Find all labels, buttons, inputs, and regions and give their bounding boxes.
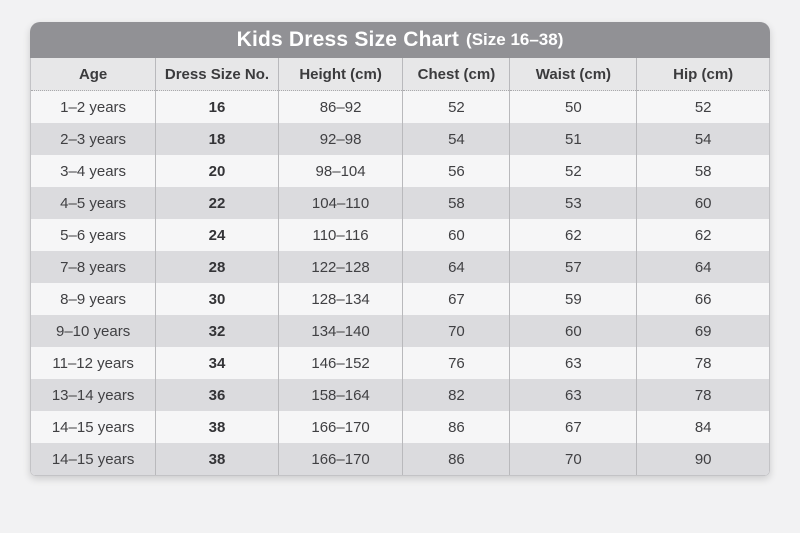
chart-title-suffix: (Size 16–38) [466, 30, 564, 49]
size-table-wrapper: Age Dress Size No. Height (cm) Chest (cm… [30, 58, 770, 476]
table-row: 3–4 years 20 98–104 56 52 58 [31, 155, 769, 187]
column-header-waist: Waist (cm) [509, 58, 637, 91]
dress-size-cell: 38 [155, 411, 279, 443]
chest-cell: 82 [402, 379, 510, 411]
height-cell: 110–116 [277, 219, 403, 251]
age-cell: 8–9 years [60, 290, 127, 308]
height-cell: 134–140 [277, 315, 403, 347]
dress-size-cell: 16 [155, 90, 279, 123]
chest-cell: 60 [402, 219, 510, 251]
age-cell: 7–8 years [60, 258, 127, 276]
waist-cell: 70 [509, 443, 637, 475]
table-row: 14–15 years 38 166–170 86 70 90 [31, 443, 769, 475]
header-row: Age Dress Size No. Height (cm) Chest (cm… [31, 58, 769, 91]
dress-size-cell: 34 [155, 347, 279, 379]
hip-cell: 66 [636, 283, 769, 315]
table-row: 9–10 years 32 134–140 70 60 69 [31, 315, 769, 347]
waist-cell: 51 [509, 123, 637, 155]
waist-cell: 63 [509, 379, 637, 411]
hip-cell: 90 [636, 443, 769, 475]
hip-cell: 52 [636, 90, 769, 123]
hip-cell: 58 [636, 155, 769, 187]
table-row: 8–9 years 30 128–134 67 59 66 [31, 283, 769, 315]
dress-size-cell: 30 [155, 283, 279, 315]
hip-cell: 64 [636, 251, 769, 283]
column-header-hip: Hip (cm) [636, 58, 769, 91]
hip-cell: 78 [636, 347, 769, 379]
hip-cell: 69 [636, 315, 769, 347]
chest-cell: 86 [402, 443, 510, 475]
column-header-height: Height (cm) [277, 58, 403, 91]
waist-cell: 63 [509, 347, 637, 379]
height-cell: 122–128 [277, 251, 403, 283]
table-row: 4–5 years 22 104–110 58 53 60 [31, 187, 769, 219]
table-row: 2–3 years 18 92–98 54 51 54 [31, 123, 769, 155]
hip-cell: 54 [636, 123, 769, 155]
waist-cell: 57 [509, 251, 637, 283]
age-cell: 14–15 years [51, 418, 135, 436]
column-header-chest: Chest (cm) [402, 58, 510, 91]
age-cell: 2–3 years [60, 130, 127, 148]
table-row: 1–2 years 16 86–92 52 50 52 [31, 90, 769, 123]
waist-cell: 52 [509, 155, 637, 187]
age-cell: 11–12 years [52, 354, 134, 372]
dress-size-cell: 20 [155, 155, 279, 187]
dress-size-cell: 38 [155, 443, 279, 475]
height-cell: 128–134 [277, 283, 403, 315]
waist-cell: 59 [509, 283, 637, 315]
height-cell: 158–164 [277, 379, 403, 411]
table-row: 11–12 years 34 146–152 76 63 78 [31, 347, 769, 379]
age-cell: 5–6 years [60, 226, 127, 244]
table-row: 14–15 years 38 166–170 86 67 84 [31, 411, 769, 443]
chest-cell: 56 [402, 155, 510, 187]
height-cell: 146–152 [277, 347, 403, 379]
age-cell: 3–4 years [60, 162, 127, 180]
chest-cell: 54 [402, 123, 510, 155]
chest-cell: 67 [402, 283, 510, 315]
height-cell: 86–92 [277, 90, 403, 123]
age-cell: 14–15 years [51, 450, 135, 468]
size-table: Age Dress Size No. Height (cm) Chest (cm… [31, 58, 769, 475]
chest-cell: 70 [402, 315, 510, 347]
hip-cell: 84 [636, 411, 769, 443]
waist-cell: 60 [509, 315, 637, 347]
chart-title: Kids Dress Size Chart [236, 28, 460, 51]
dress-size-cell: 32 [155, 315, 279, 347]
dress-size-cell: 22 [155, 187, 279, 219]
column-header-dress-size: Dress Size No. [155, 58, 279, 91]
hip-cell: 60 [636, 187, 769, 219]
chest-cell: 58 [402, 187, 510, 219]
height-cell: 166–170 [277, 443, 403, 475]
table-row: 13–14 years 36 158–164 82 63 78 [31, 379, 769, 411]
height-cell: 92–98 [277, 123, 403, 155]
waist-cell: 50 [509, 90, 637, 123]
height-cell: 166–170 [277, 411, 403, 443]
table-row: 5–6 years 24 110–116 60 62 62 [31, 219, 769, 251]
column-header-age: Age [31, 58, 156, 91]
waist-cell: 62 [509, 219, 637, 251]
age-cell: 9–10 years [56, 322, 131, 340]
height-cell: 104–110 [277, 187, 403, 219]
age-cell: 4–5 years [60, 194, 127, 212]
chest-cell: 52 [402, 90, 510, 123]
size-chart-card: Kids Dress Size Chart (Size 16–38) Age D… [30, 22, 770, 476]
chest-cell: 64 [402, 251, 510, 283]
hip-cell: 62 [636, 219, 769, 251]
dress-size-cell: 36 [155, 379, 279, 411]
dress-size-cell: 28 [155, 251, 279, 283]
waist-cell: 53 [509, 187, 637, 219]
chest-cell: 86 [402, 411, 510, 443]
dress-size-cell: 24 [155, 219, 279, 251]
table-row: 7–8 years 28 122–128 64 57 64 [31, 251, 769, 283]
hip-cell: 78 [636, 379, 769, 411]
age-cell: 13–14 years [51, 386, 135, 404]
height-cell: 98–104 [277, 155, 403, 187]
chart-title-bar: Kids Dress Size Chart (Size 16–38) [30, 22, 770, 58]
age-cell: 1–2 years [60, 98, 127, 116]
chest-cell: 76 [402, 347, 510, 379]
waist-cell: 67 [509, 411, 637, 443]
dress-size-cell: 18 [155, 123, 279, 155]
